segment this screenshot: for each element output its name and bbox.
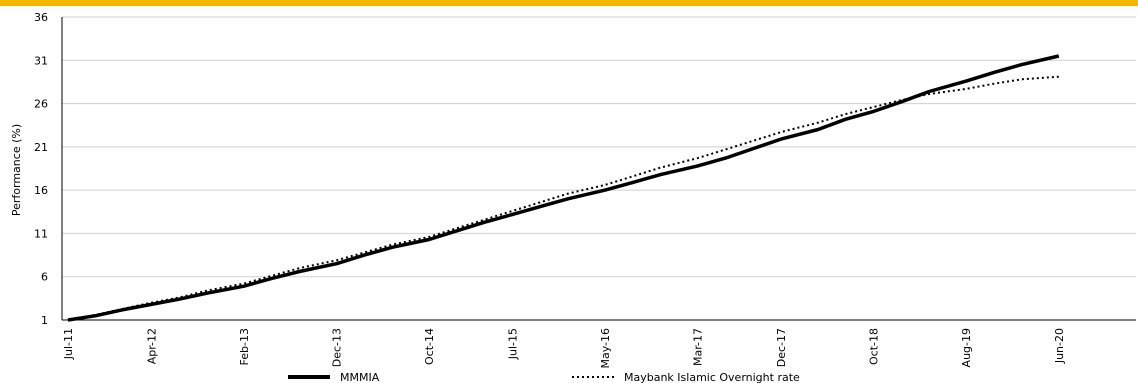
legend-label: MMMIA xyxy=(340,371,380,383)
x-tick-label: Oct-14 xyxy=(423,328,436,365)
x-tick-label: Jul-15 xyxy=(506,328,519,360)
x-tick-label: Jul-11 xyxy=(62,328,75,360)
y-tick-label: 16 xyxy=(34,184,48,197)
x-tick-label: May-16 xyxy=(599,328,612,369)
x-tick-label: Apr-12 xyxy=(145,328,158,364)
y-tick-label: 1 xyxy=(41,314,48,327)
x-axis-ticks: Jul-11 Apr-12 Feb-13 Dec-13 Oct-14 Jul-15 May-… xyxy=(62,328,1066,369)
x-tick-label: Mar-17 xyxy=(692,328,705,366)
y-tick-label: 36 xyxy=(34,11,48,24)
y-tick-label: 6 xyxy=(41,271,48,284)
y-tick-label: 31 xyxy=(34,54,48,67)
y-tick-label: 21 xyxy=(34,141,48,154)
x-tick-label: Jun-20 xyxy=(1053,328,1066,364)
legend-label: Maybank Islamic Overnight rate xyxy=(624,371,800,383)
x-tick-label: Feb-13 xyxy=(238,328,251,365)
x-tick-label: Dec-17 xyxy=(775,328,788,367)
series-line-overnight-rate xyxy=(67,75,1059,321)
y-axis-label: Performance (%) xyxy=(10,124,23,216)
x-tick-label: Aug-19 xyxy=(960,328,973,367)
y-tick-label: 11 xyxy=(34,227,48,240)
series-line-mmmia xyxy=(67,54,1060,322)
x-tick-label: Oct-18 xyxy=(868,328,881,365)
y-tick-label: 26 xyxy=(34,98,48,111)
top-accent-bar xyxy=(0,0,1138,6)
series-lines xyxy=(67,54,1060,322)
grid-lines xyxy=(61,16,1136,321)
legend: MMMIA Maybank Islamic Overnight rate xyxy=(288,371,800,383)
x-tick-label: Dec-13 xyxy=(331,328,344,367)
